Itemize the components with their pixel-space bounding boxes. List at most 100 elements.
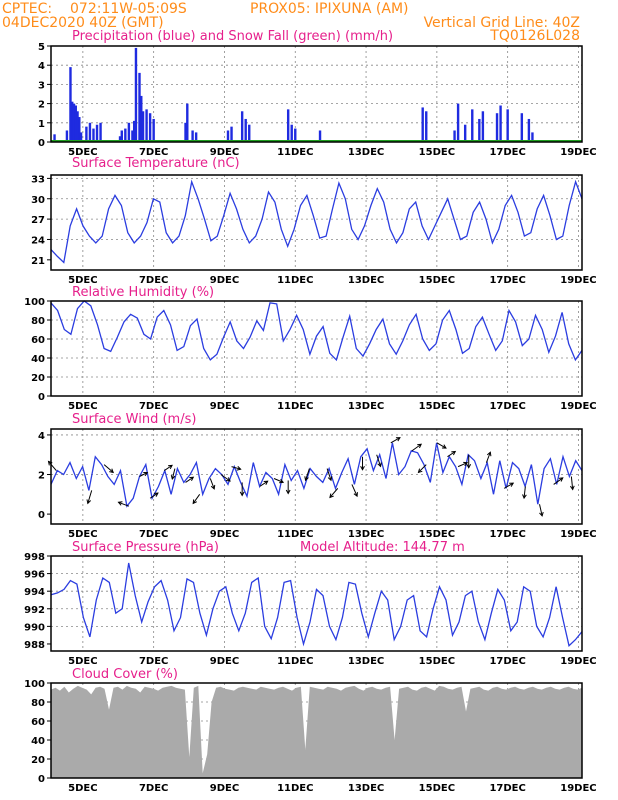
precip-ytick-label: 3 — [38, 80, 45, 91]
precip-bar — [134, 47, 138, 142]
wind-arrow-shaft — [376, 454, 382, 467]
wind-arrow-head — [170, 474, 176, 480]
wind-arrow-shaft — [523, 486, 526, 499]
precip-bar — [72, 103, 76, 142]
wind-xtick-label: 19DEC — [560, 529, 596, 540]
temp-xtick-label: 11DEC — [277, 275, 313, 286]
precip-bar — [471, 109, 474, 142]
humidity-xtick-label: 19DEC — [560, 401, 596, 412]
wind-arrow-head — [225, 477, 231, 482]
header-station: PROX05: IPIXUNA (AM) — [250, 1, 408, 17]
wind-arrow-shaft — [164, 464, 173, 471]
pressure-ytick-label: 996 — [24, 570, 45, 581]
humidity-panel: 5DEC 7DEC 9DEC 11DEC 13DEC 15DEC 17DEC 19DEC 0 20… — [24, 297, 597, 412]
wind-arrow-head — [466, 463, 472, 469]
precip-bar — [240, 111, 244, 142]
temp-series-line — [50, 179, 583, 264]
wind-arrow-head — [377, 462, 382, 468]
wind-arrow-shaft — [436, 442, 447, 449]
wind-arrow-head — [353, 492, 358, 498]
precip-bar — [88, 122, 92, 142]
temp-panel: 5DEC 7DEC 9DEC 11DEC 13DEC 15DEC 17DEC 19DEC 21 2… — [31, 174, 597, 286]
humidity-xtick-label: 5DEC — [68, 401, 97, 412]
precip-bar — [294, 128, 297, 142]
cloud-xtick-label: 13DEC — [348, 783, 384, 794]
pressure-ytick-label: 992 — [24, 605, 45, 616]
precip-bar — [53, 134, 56, 142]
cloud-ytick-label: 60 — [31, 717, 45, 728]
temp-frame — [50, 174, 583, 271]
pressure-xtick-label: 9DEC — [210, 656, 239, 667]
precip-bar — [184, 122, 187, 142]
precip-bar — [230, 126, 233, 142]
cloud-ytick-label: 100 — [24, 679, 45, 690]
precip-ytick-label: 0 — [38, 138, 45, 149]
pressure-title: Surface Pressure (hPa) — [72, 540, 219, 555]
wind-arrow-head — [360, 465, 365, 471]
wind-arrow-shaft — [48, 461, 57, 471]
wind-arrow-head — [279, 478, 285, 484]
temp-xtick-label: 5DEC — [68, 275, 97, 286]
precip-bar — [191, 130, 194, 142]
header-datetime: 04DEC2020 40Z (GMT) — [2, 15, 164, 31]
temp-xtick-label: 19DEC — [560, 275, 596, 286]
cloud-ytick-label: 80 — [31, 698, 45, 709]
precip-bar — [520, 113, 524, 142]
precip-bar — [244, 118, 247, 142]
precip-ytick-label: 5 — [38, 42, 45, 53]
wind-xtick-label: 15DEC — [419, 529, 455, 540]
pressure-ytick-label: 994 — [24, 587, 45, 598]
cloud-xtick-label: 19DEC — [560, 783, 596, 794]
humidity-ytick-label: 0 — [38, 392, 45, 403]
precip-bar — [453, 130, 456, 142]
temp-ytick-label: 27 — [31, 215, 45, 226]
precip-bar — [69, 67, 72, 142]
precip-bar — [248, 124, 251, 142]
wind-arrow-shaft — [390, 437, 401, 444]
pressure-xtick-label: 19DEC — [560, 656, 596, 667]
pressure-xtick-label: 5DEC — [68, 656, 97, 667]
wind-arrow-shaft — [139, 472, 148, 477]
wind-arrow-head — [239, 491, 245, 497]
cloud-frame — [50, 682, 583, 779]
precip-bar — [145, 109, 148, 142]
precip-bar — [290, 124, 293, 142]
wind-arrow-head — [395, 437, 401, 442]
precip-bar — [141, 111, 145, 142]
precip-bar — [152, 118, 155, 142]
wind-arrow-shaft — [485, 452, 491, 463]
wind-arrow-shaft — [326, 468, 332, 481]
humidity-ytick-label: 40 — [31, 354, 45, 365]
precip-bar — [132, 120, 136, 142]
precip-bar — [481, 111, 485, 142]
wind-frame — [50, 428, 583, 525]
temp-ytick-label: 24 — [31, 235, 45, 246]
pressure-frame — [50, 555, 583, 652]
wind-arrow-shaft — [149, 492, 159, 499]
precip-xtick-label: 5DEC — [68, 147, 97, 158]
wind-arrow-head — [168, 464, 173, 470]
wind-arrow-head — [192, 499, 197, 505]
wind-arrow-shaft — [305, 468, 310, 481]
wind-arrow-head — [570, 485, 575, 491]
wind-arrow-head — [417, 443, 423, 449]
humidity-xtick-label: 15DEC — [419, 401, 455, 412]
wind-arrow-head — [463, 461, 469, 467]
temp-ytick-label: 30 — [31, 195, 45, 206]
pressure-series-line — [50, 562, 583, 647]
wind-arrow-head — [210, 484, 216, 490]
pressure-panel: 5DEC 7DEC 9DEC 11DEC 13DEC 15DEC 17DEC 19DEC 988… — [24, 552, 597, 667]
cloud-xtick-label: 7DEC — [139, 783, 168, 794]
wind-arrow-shaft — [447, 451, 456, 458]
wind-arrow-head — [441, 444, 447, 449]
precip-bar — [226, 130, 230, 142]
precip-bar — [131, 130, 134, 142]
wind-xtick-label: 13DEC — [348, 529, 384, 540]
cloud-panel: 5DEC 7DEC 9DEC 11DEC 13DEC 15DEC 17DEC 19DEC 0 20… — [24, 679, 597, 794]
wind-arrow-head — [143, 471, 149, 477]
cloud-xtick-label: 15DEC — [419, 783, 455, 794]
cloud-ytick-label: 20 — [31, 755, 45, 766]
precip-xtick-label: 11DEC — [277, 147, 313, 158]
header-code: TQ0126L028 — [489, 28, 580, 44]
wind-arrow-shaft — [87, 490, 93, 504]
